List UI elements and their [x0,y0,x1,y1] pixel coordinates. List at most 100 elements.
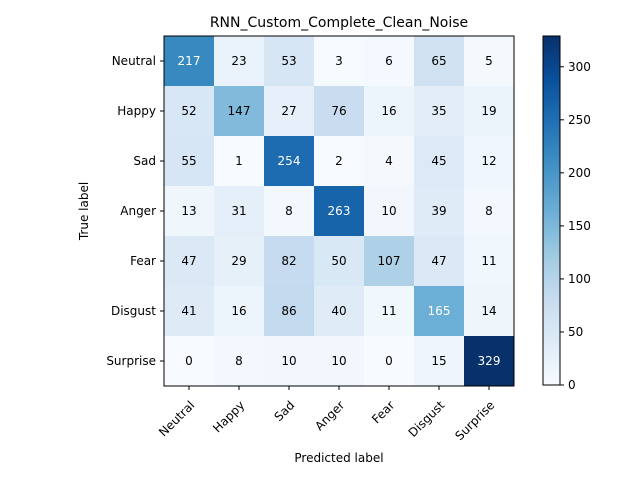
heatmap-cell [264,286,314,336]
x-tick-label: Surprise [452,398,497,443]
heatmap-cell [164,286,214,336]
heatmap-cell [164,336,214,386]
heatmap-cell [214,86,264,136]
heatmap-cell [214,186,264,236]
cell-value-label: 14 [481,304,496,318]
heatmap-cell [414,36,464,86]
colorbar-tick-label: 50 [568,325,583,339]
y-axis-ticks: Neutral Happy Sad Anger Fear Disgust Surprise [106,54,164,368]
heatmap-cell [264,236,314,286]
heatmap-cell [464,286,514,336]
cell-value-label: 40 [331,304,346,318]
heatmap-cell [414,286,464,336]
cell-value-label: 45 [431,154,446,168]
heatmap-cell [414,186,464,236]
cell-value-label: 4 [385,154,393,168]
x-tick-label: Fear [369,398,397,426]
heatmap-cell [214,236,264,286]
heatmap-cell [264,336,314,386]
cell-value-label: 10 [331,354,346,368]
heatmap-cell [164,86,214,136]
cell-value-label: 27 [281,104,296,118]
heatmap-cell [314,236,364,286]
cell-value-label: 3 [335,54,343,68]
colorbar: 0 50 100 150 200 250 300 [542,35,591,392]
cell-value-label: 6 [385,54,393,68]
y-tick-label: Sad [133,154,156,168]
cell-value-label: 11 [481,254,496,268]
x-tick-label: Neutral [156,398,197,439]
cell-value-label: 41 [181,304,196,318]
cell-value-label: 16 [231,304,246,318]
cell-value-label: 23 [231,54,246,68]
heatmap-cell [164,186,214,236]
cell-value-label: 16 [381,104,396,118]
cell-value-label: 2 [335,154,343,168]
heatmap-cell [314,136,364,186]
cell-value-label: 217 [178,54,201,68]
cell-value-label: 53 [281,54,296,68]
heatmap-cell [214,336,264,386]
cell-value-label: 35 [431,104,446,118]
heatmap-cell [314,86,364,136]
cell-value-label: 47 [181,254,196,268]
cell-value-label: 0 [185,354,193,368]
x-axis-label: Predicted label [294,451,383,465]
cell-value-label: 47 [431,254,446,268]
heatmap-cell [464,36,514,86]
heatmap-cell [464,236,514,286]
heatmap-cell [414,86,464,136]
cell-value-label: 19 [481,104,496,118]
cell-value-label: 8 [235,354,243,368]
heatmap-cell [164,36,214,86]
heatmap-cells: 217 23 53 3 6 65 5 52 147 27 76 16 35 19 55 1 254 2 4 45 12 1… [164,36,514,386]
heatmap-cell [364,136,414,186]
cell-value-label: 0 [385,354,393,368]
heatmap-cell [364,36,414,86]
cell-value-label: 86 [281,304,296,318]
cell-value-label: 52 [181,104,196,118]
heatmap-cell [364,236,414,286]
heatmap-cell [314,36,364,86]
x-axis-ticks: Neutral Happy Sad Anger Fear Disgust Surprise [156,386,497,443]
heatmap-cell [214,36,264,86]
cell-value-label: 31 [231,204,246,218]
colorbar-tick-label: 250 [568,113,591,127]
chart-title: RNN_Custom_Complete_Clean_Noise [210,15,468,31]
cell-value-label: 11 [381,304,396,318]
y-tick-label: Fear [130,254,156,268]
y-axis-label: True label [77,182,91,241]
cell-value-label: 8 [285,204,293,218]
heatmap-cell [264,136,314,186]
heatmap-cell [364,86,414,136]
colorbar-tick-label: 200 [568,166,591,180]
cell-value-label: 29 [231,254,246,268]
cell-value-label: 50 [331,254,346,268]
x-tick-label: Disgust [406,398,448,440]
colorbar-tick-label: 300 [568,60,591,74]
heatmap-cell [364,186,414,236]
heatmap-cell [364,286,414,336]
y-tick-label: Anger [120,204,156,218]
cell-value-label: 254 [278,154,301,168]
cell-value-label: 55 [181,154,196,168]
heatmap-cell [314,336,364,386]
heatmap-cell [314,286,364,336]
cell-value-label: 8 [485,204,493,218]
cell-value-label: 15 [431,354,446,368]
heatmap-cell [164,236,214,286]
cell-value-label: 165 [428,304,451,318]
cell-value-label: 76 [331,104,346,118]
cell-value-label: 13 [181,204,196,218]
heatmap-cell [464,336,514,386]
x-tick-label: Anger [312,398,347,433]
cell-value-label: 10 [381,204,396,218]
cell-value-label: 263 [328,204,351,218]
cell-value-label: 12 [481,154,496,168]
y-tick-label: Surprise [106,354,156,368]
colorbar-tick-label: 100 [568,272,591,286]
colorbar-gradient [542,35,561,386]
y-tick-label: Disgust [111,304,156,318]
cell-value-label: 39 [431,204,446,218]
x-tick-label: Sad [272,398,298,424]
